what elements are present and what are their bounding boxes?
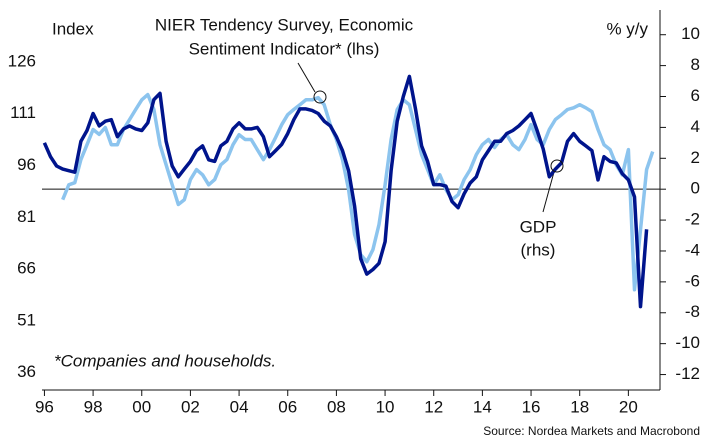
y-axis-label: Index: [52, 19, 94, 38]
x-tick-label: 06: [278, 397, 297, 416]
y2-tick-label: -8: [685, 302, 700, 321]
annotation-marker: [313, 90, 327, 104]
y-tick-label: 126: [8, 51, 36, 70]
series-line: [42, 74, 649, 309]
x-tick-label: 14: [473, 397, 492, 416]
x-tick-label: 08: [327, 397, 346, 416]
series-line: [61, 92, 655, 292]
x-tick-label: 00: [132, 397, 151, 416]
x-tick-label: 02: [181, 397, 200, 416]
y-tick-label: 111: [10, 103, 36, 122]
y2-tick-label: -12: [675, 364, 700, 383]
y2-axis-label: % y/y: [606, 19, 648, 38]
x-tick-label: 18: [570, 397, 589, 416]
x-tick-label: 96: [35, 397, 54, 416]
y2-tick-label: -6: [685, 271, 700, 290]
annotation-marker: [550, 159, 564, 173]
y2-tick-label: -10: [675, 333, 700, 352]
x-tick-label: 16: [522, 397, 541, 416]
x-tick-label: 20: [619, 397, 638, 416]
x-tick-label: 12: [424, 397, 443, 416]
annotation: NIER Tendency Survey, Economic: [155, 15, 414, 34]
y2-tick-label: 6: [691, 86, 700, 105]
source: Source: Nordea Markets and Macrobond: [483, 424, 700, 438]
y-tick-label: 51: [17, 310, 36, 329]
x-tick-label: 10: [376, 397, 395, 416]
x-tick-label: 98: [84, 397, 103, 416]
y2-tick-label: 0: [691, 179, 700, 198]
footnote: *Companies and households.: [54, 351, 276, 370]
y-tick-label: 81: [17, 207, 36, 226]
y2-tick-label: -4: [685, 240, 700, 259]
annotation: GDP: [520, 217, 557, 236]
y2-tick-label: 4: [691, 117, 700, 136]
y2-tick-label: 8: [691, 55, 700, 74]
annotation: Sentiment Indicator* (lhs): [189, 39, 380, 58]
annotation-connector: [297, 62, 316, 93]
annotation: (rhs): [521, 240, 556, 259]
y2-tick-label: -2: [685, 210, 700, 229]
y2-tick-label: 2: [691, 148, 700, 167]
annotation-connector: [542, 171, 555, 213]
y-tick-label: 36: [17, 362, 36, 381]
y-tick-label: 96: [17, 155, 36, 174]
y-tick-label: 66: [17, 259, 36, 278]
y2-tick-label: 10: [681, 24, 700, 43]
x-tick-label: 04: [230, 397, 249, 416]
